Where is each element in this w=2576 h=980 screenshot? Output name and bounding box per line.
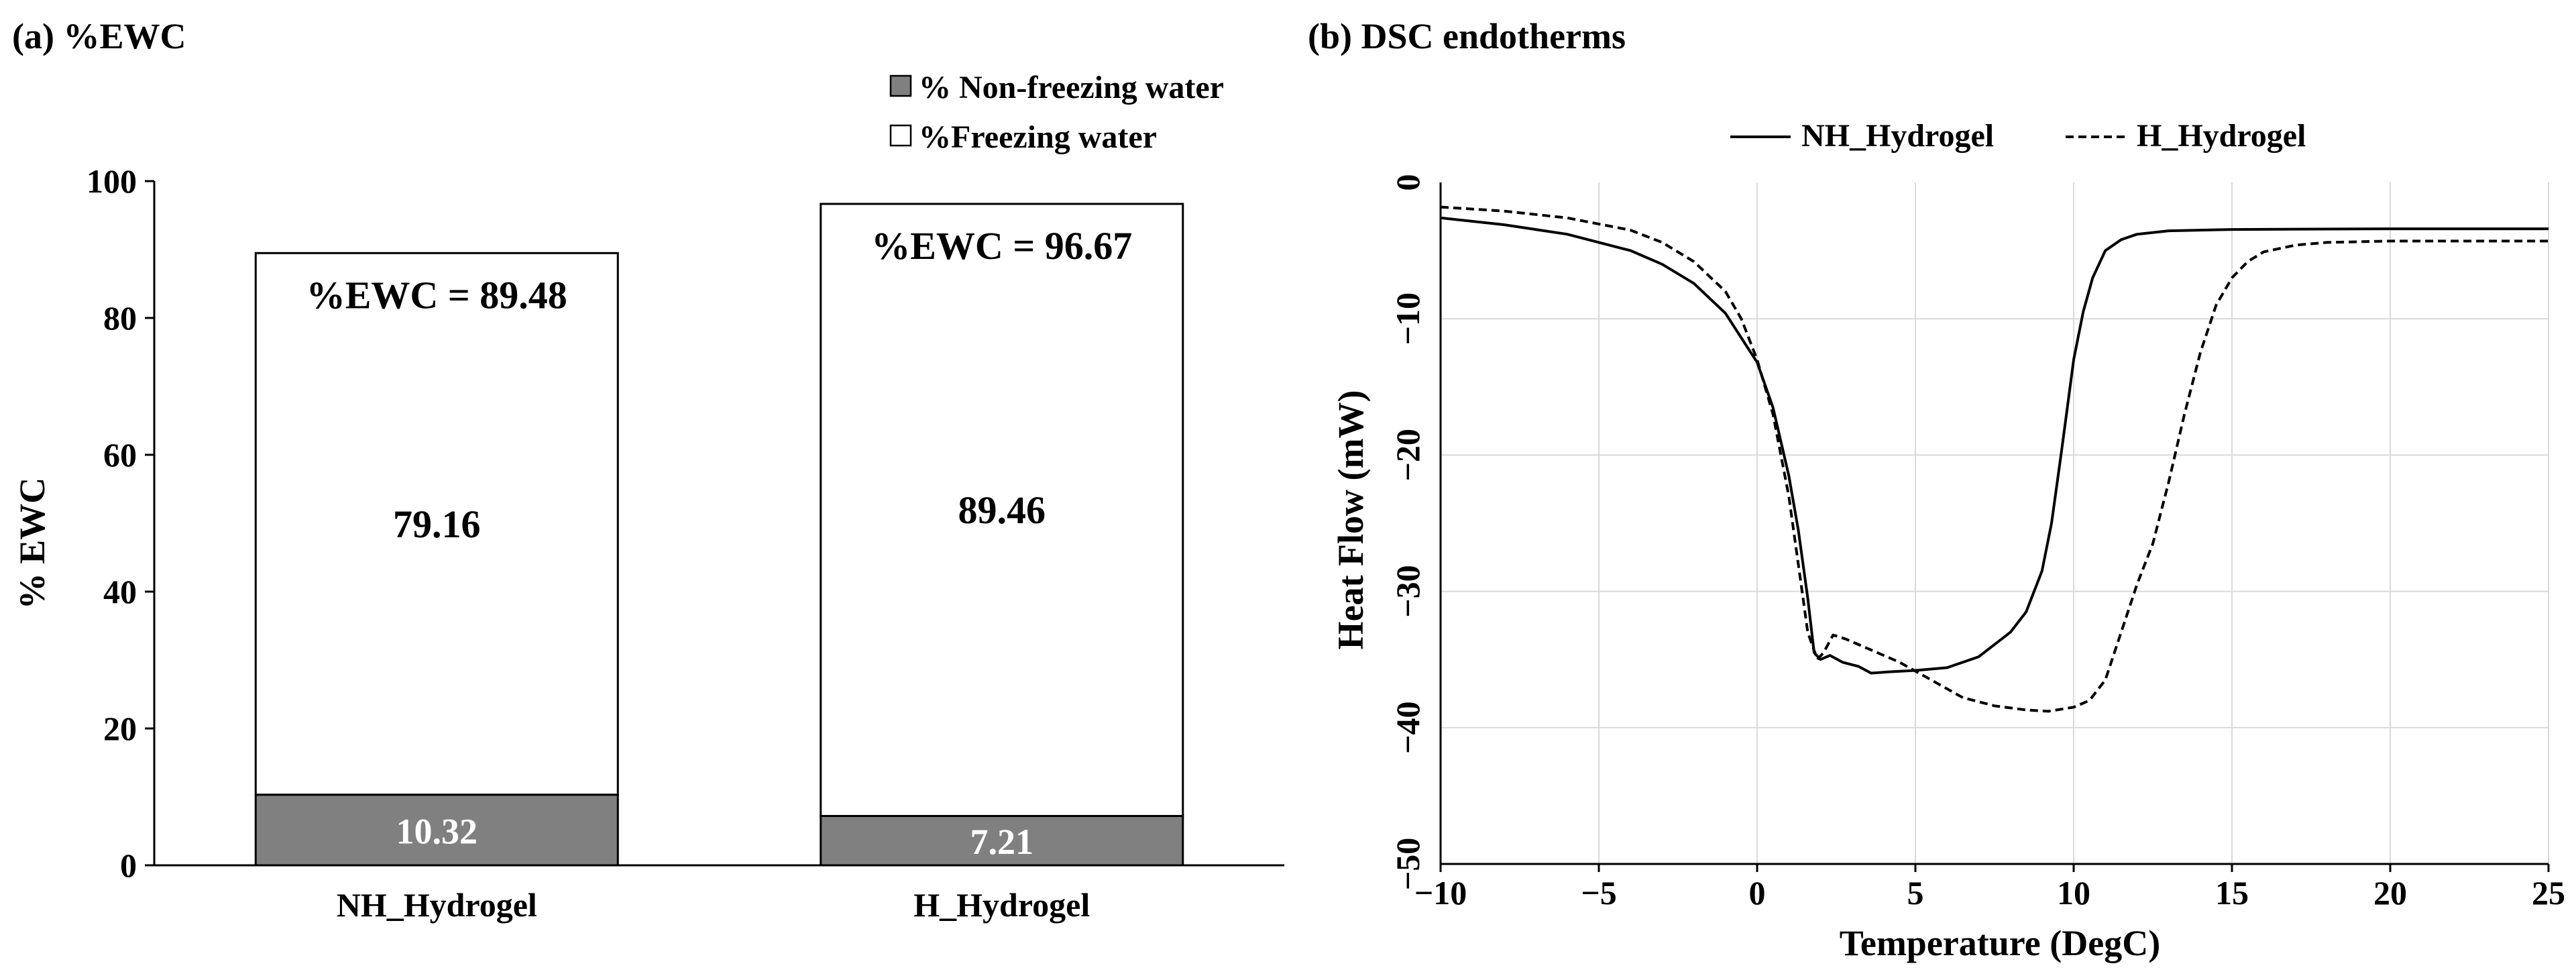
chart-b-y-axis-title: Heat Flow (mW): [1331, 390, 1371, 650]
y-tick-label: 40: [103, 573, 137, 610]
y-tick-label: 0: [120, 847, 137, 884]
ewc-total-annotation: %EWC = 89.48: [306, 273, 567, 317]
bar-non-freezing-water: [820, 814, 1184, 867]
y-tick-label: 80: [103, 299, 137, 337]
x-tick-label: −5: [1581, 874, 1617, 912]
category-label: NH_Hydrogel: [337, 886, 537, 924]
x-tick-label: −10: [1414, 874, 1467, 912]
legend-label: %Freezing water: [919, 119, 1157, 155]
x-tick-label: 10: [2057, 874, 2090, 912]
chart-a-bars: [254, 203, 1184, 867]
chart-b-title: (b) DSC endotherms: [1308, 16, 1626, 56]
x-tick-label: 25: [2532, 874, 2565, 912]
category-label: H_Hydrogel: [913, 886, 1090, 924]
chart-b-x-ticks: −10 −5 0 5 10 15 20 25: [1414, 864, 2565, 912]
ewc-bar-chart: (a) %EWC % Non-freezing water %Freezing w…: [12, 16, 1284, 924]
y-tick-label: −50: [1389, 838, 1426, 891]
dsc-line-chart: (b) DSC endotherms −10 −5 0 5 10 15 20 25 0−10−…: [1308, 16, 2565, 963]
y-tick-label: 100: [87, 162, 137, 200]
chart-a-value-labels: 10.32 79.16 %EWC = 89.48 7.21 89.46 %EWC = 96…: [306, 224, 1133, 862]
freezing-value-label: 79.16: [393, 502, 481, 546]
legend-label: NH_Hydrogel: [1801, 118, 1994, 154]
chart-b-x-axis-title: Temperature (DegC): [1840, 923, 2160, 963]
y-tick-label: 20: [103, 710, 137, 747]
y-tick-label: −20: [1389, 429, 1426, 482]
chart-a-title: (a) %EWC: [12, 16, 186, 56]
non-freezing-value-label: 10.32: [396, 811, 478, 851]
y-tick-label: −10: [1389, 292, 1426, 345]
chart-b-series: [1440, 205, 2549, 713]
x-tick-label: 20: [2373, 874, 2407, 912]
legend-label: % Non-freezing water: [919, 70, 1224, 105]
h-hydrogel-series-line: [1440, 205, 2549, 713]
legend-swatch: [889, 74, 912, 97]
chart-a-category-labels: NH_Hydrogel H_Hydrogel: [337, 886, 1090, 924]
non-freezing-value-label: 7.21: [970, 822, 1034, 862]
y-tick-label: −30: [1389, 565, 1426, 618]
chart-a-legend: % Non-freezing water %Freezing water: [889, 70, 1224, 155]
x-tick-label: 15: [2215, 874, 2249, 912]
y-tick-label: 0: [1389, 174, 1426, 191]
freezing-value-label: 89.46: [958, 488, 1046, 532]
chart-a-y-axis-title: % EWC: [12, 478, 52, 610]
chart-b-legend: NH_Hydrogel H_Hydrogel: [1730, 118, 2306, 154]
y-tick-label: 60: [103, 436, 137, 474]
chart-b-grid: [1441, 182, 2549, 865]
bar-freezing-water: [820, 203, 1184, 817]
chart-b-y-ticks: 0 −10 −20 −30 −40 −50: [1389, 174, 1426, 891]
y-tick-label: −40: [1389, 702, 1426, 755]
ewc-total-annotation: %EWC = 96.67: [871, 224, 1132, 268]
chart-b-axes: [1439, 182, 2549, 865]
chart-a-y-ticks: 0 20 40 60 80 100: [87, 162, 154, 884]
x-tick-label: 0: [1749, 874, 1766, 912]
nh-hydrogel-series-line: [1440, 216, 2549, 675]
legend-label: H_Hydrogel: [2137, 118, 2306, 154]
x-tick-label: 5: [1907, 874, 1924, 912]
legend-swatch: [889, 124, 912, 147]
bar-freezing-water: [254, 252, 619, 796]
